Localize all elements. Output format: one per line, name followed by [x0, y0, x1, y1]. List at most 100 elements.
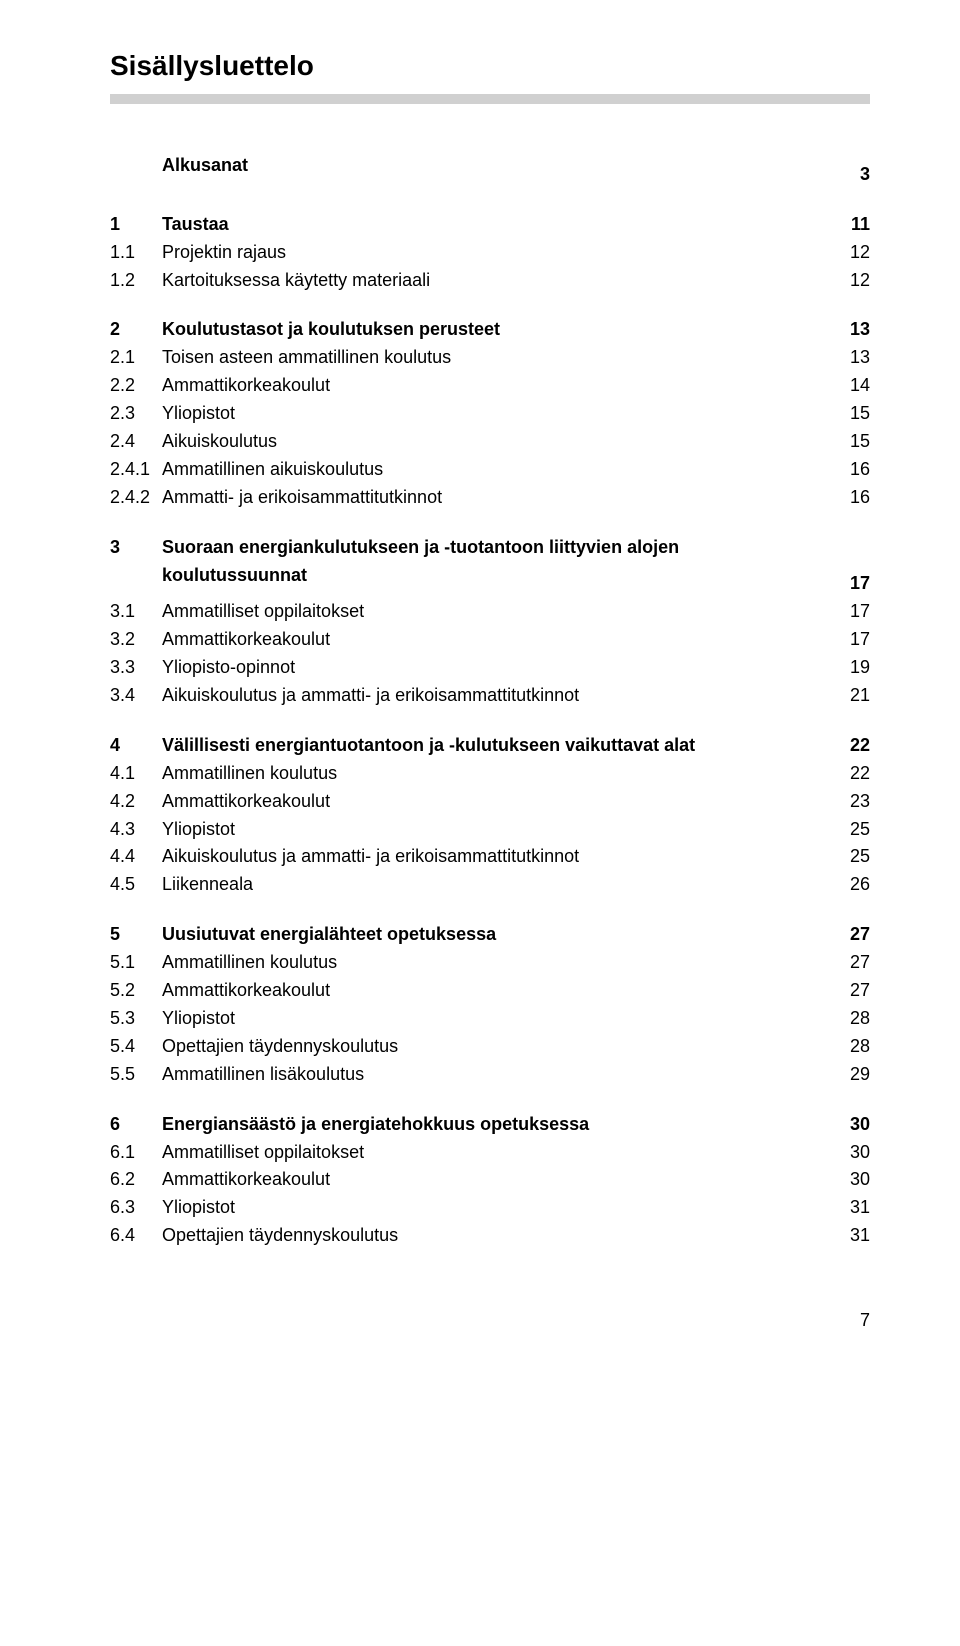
toc-section: Alkusanat3 [110, 152, 870, 189]
toc-entry-number: 3.1 [110, 598, 162, 626]
toc-entry-number: 6.2 [110, 1166, 162, 1194]
toc-entry-label: Aikuiskoulutus ja ammatti- ja erikoisamm… [162, 843, 579, 871]
toc-entry-page: 26 [830, 871, 870, 899]
toc-entry-number: 3.4 [110, 682, 162, 710]
toc-entry-page: 22 [830, 760, 870, 788]
footer-page-number: 7 [110, 1310, 870, 1331]
toc-entry-label: Ammattikorkeakoulut [162, 977, 330, 1005]
toc-row-left: 6.1Ammatilliset oppilaitokset [110, 1139, 364, 1167]
toc-entry-label: Alkusanat [162, 152, 248, 180]
toc-entry-number: 2.1 [110, 344, 162, 372]
toc-entry-number: 4.5 [110, 871, 162, 899]
toc-row-left: 1.1Projektin rajaus [110, 239, 286, 267]
toc-entry-number: 4.3 [110, 816, 162, 844]
toc-row-left: 3.4Aikuiskoulutus ja ammatti- ja erikois… [110, 682, 579, 710]
toc-entry-page: 13 [830, 344, 870, 372]
toc-heading-row: koulutussuunnat17 [110, 562, 870, 599]
toc-item-row: 3.3Yliopisto-opinnot 19 [110, 654, 870, 682]
toc-row-left: 4.1Ammatillinen koulutus [110, 760, 337, 788]
toc-item-row: 6.1Ammatilliset oppilaitokset 30 [110, 1139, 870, 1167]
toc-entry-label: Ammatillinen koulutus [162, 760, 337, 788]
toc-entry-label: Ammatti- ja erikoisammattitutkinnot [162, 484, 442, 512]
toc-heading-row: 2Koulutustasot ja koulutuksen perusteet1… [110, 316, 870, 344]
toc-entry-label: Projektin rajaus [162, 239, 286, 267]
doc-title: Sisällysluettelo [110, 50, 870, 82]
toc-heading-row: 4Välillisesti energiantuotantoon ja -kul… [110, 732, 870, 760]
toc-row-left: 5.3Yliopistot [110, 1005, 235, 1033]
toc-entry-label: Yliopistot [162, 400, 235, 428]
toc-section: 5Uusiutuvat energialähteet opetuksessa 27… [110, 921, 870, 1088]
toc-entry-page: 16 [830, 484, 870, 512]
toc-entry-label: Ammattikorkeakoulut [162, 372, 330, 400]
toc-entry-label: Toisen asteen ammatillinen koulutus [162, 344, 451, 372]
toc-entry-label: Uusiutuvat energialähteet opetuksessa [162, 921, 496, 949]
toc-entry-label: Koulutustasot ja koulutuksen perusteet [162, 316, 500, 344]
toc-entry-number: 4.2 [110, 788, 162, 816]
toc-entry-label: Ammattikorkeakoulut [162, 626, 330, 654]
toc-item-row: 2.4.1Ammatillinen aikuiskoulutus16 [110, 456, 870, 484]
toc-entry-number: 1.2 [110, 267, 162, 295]
toc-entry-label: Ammatilliset oppilaitokset [162, 1139, 364, 1167]
toc-row-left: 1Taustaa [110, 211, 229, 239]
toc-item-row: 4.4Aikuiskoulutus ja ammatti- ja erikois… [110, 843, 870, 871]
toc-entry-label: Opettajien täydennyskoulutus [162, 1222, 398, 1250]
toc-entry-page: 28 [830, 1005, 870, 1033]
toc-entry-number: 4.1 [110, 760, 162, 788]
toc-entry-label: Yliopistot [162, 816, 235, 844]
toc-entry-page: 12 [830, 267, 870, 295]
toc-heading-row: 6Energiansäästö ja energiatehokkuus opet… [110, 1111, 870, 1139]
toc-item-row: 5.1Ammatillinen koulutus27 [110, 949, 870, 977]
toc-entry-number: 5.4 [110, 1033, 162, 1061]
toc-row-left: 5.1Ammatillinen koulutus [110, 949, 337, 977]
toc-item-row: 2.3Yliopistot15 [110, 400, 870, 428]
toc-row-left: 2.4Aikuiskoulutus [110, 428, 277, 456]
toc-entry-label: Kartoituksessa käytetty materiaali [162, 267, 430, 295]
toc-entry-number: 2.2 [110, 372, 162, 400]
toc-entry-number [110, 562, 162, 590]
toc-item-row: 4.5Liikenneala 26 [110, 871, 870, 899]
toc-entry-page: 28 [830, 1033, 870, 1061]
toc-entry-page: 25 [830, 816, 870, 844]
toc-entry-number: 5.5 [110, 1061, 162, 1089]
toc-entry-label: Liikenneala [162, 871, 253, 899]
toc-section: 6Energiansäästö ja energiatehokkuus opet… [110, 1111, 870, 1250]
toc-entry-page: 14 [830, 372, 870, 400]
toc-item-row: 3.1Ammatilliset oppilaitokset17 [110, 598, 870, 626]
toc-item-row: 4.1Ammatillinen koulutus 22 [110, 760, 870, 788]
toc-item-row: 1.2Kartoituksessa käytetty materiaali 12 [110, 267, 870, 295]
toc-row-left: 6.4Opettajien täydennyskoulutus [110, 1222, 398, 1250]
toc-row-left: 2.1Toisen asteen ammatillinen koulutus [110, 344, 451, 372]
toc-entry-number: 6.1 [110, 1139, 162, 1167]
toc-item-row: 2.4Aikuiskoulutus15 [110, 428, 870, 456]
toc-container: Alkusanat31Taustaa111.1Projektin rajaus1… [110, 152, 870, 1250]
toc-entry-page: 30 [830, 1139, 870, 1167]
toc-row-left: 4Välillisesti energiantuotantoon ja -kul… [110, 732, 695, 760]
toc-row-left: 2Koulutustasot ja koulutuksen perusteet [110, 316, 500, 344]
toc-row-left: 3.2Ammattikorkeakoulut [110, 626, 330, 654]
toc-section: 3Suoraan energiankulutukseen ja -tuotant… [110, 534, 870, 710]
toc-row-left: 4.3Yliopistot [110, 816, 235, 844]
toc-entry-number: 6.3 [110, 1194, 162, 1222]
toc-row-left: 5Uusiutuvat energialähteet opetuksessa [110, 921, 496, 949]
toc-row-left: 3.3Yliopisto-opinnot [110, 654, 295, 682]
toc-entry-label: Energiansäästö ja energiatehokkuus opetu… [162, 1111, 589, 1139]
toc-row-left: 4.5Liikenneala [110, 871, 253, 899]
toc-entry-label: Opettajien täydennyskoulutus [162, 1033, 398, 1061]
toc-entry-page: 27 [830, 921, 870, 949]
toc-entry-label: Taustaa [162, 211, 229, 239]
toc-item-row: 2.2Ammattikorkeakoulut 14 [110, 372, 870, 400]
toc-entry-number [110, 152, 162, 180]
toc-entry-label: Yliopisto-opinnot [162, 654, 295, 682]
toc-entry-label: Ammatillinen aikuiskoulutus [162, 456, 383, 484]
toc-entry-label: Ammatilliset oppilaitokset [162, 598, 364, 626]
toc-entry-number: 2 [110, 316, 162, 344]
toc-heading-row: 5Uusiutuvat energialähteet opetuksessa 27 [110, 921, 870, 949]
toc-section: 1Taustaa111.1Projektin rajaus121.2Kartoi… [110, 211, 870, 295]
toc-row-left: 1.2Kartoituksessa käytetty materiaali [110, 267, 430, 295]
toc-row-left: 6Energiansäästö ja energiatehokkuus opet… [110, 1111, 589, 1139]
toc-entry-number: 2.4.1 [110, 456, 162, 484]
toc-entry-page: 31 [830, 1222, 870, 1250]
toc-entry-page: 19 [830, 654, 870, 682]
toc-item-row: 3.2Ammattikorkeakoulut17 [110, 626, 870, 654]
toc-entry-page: 12 [830, 239, 870, 267]
